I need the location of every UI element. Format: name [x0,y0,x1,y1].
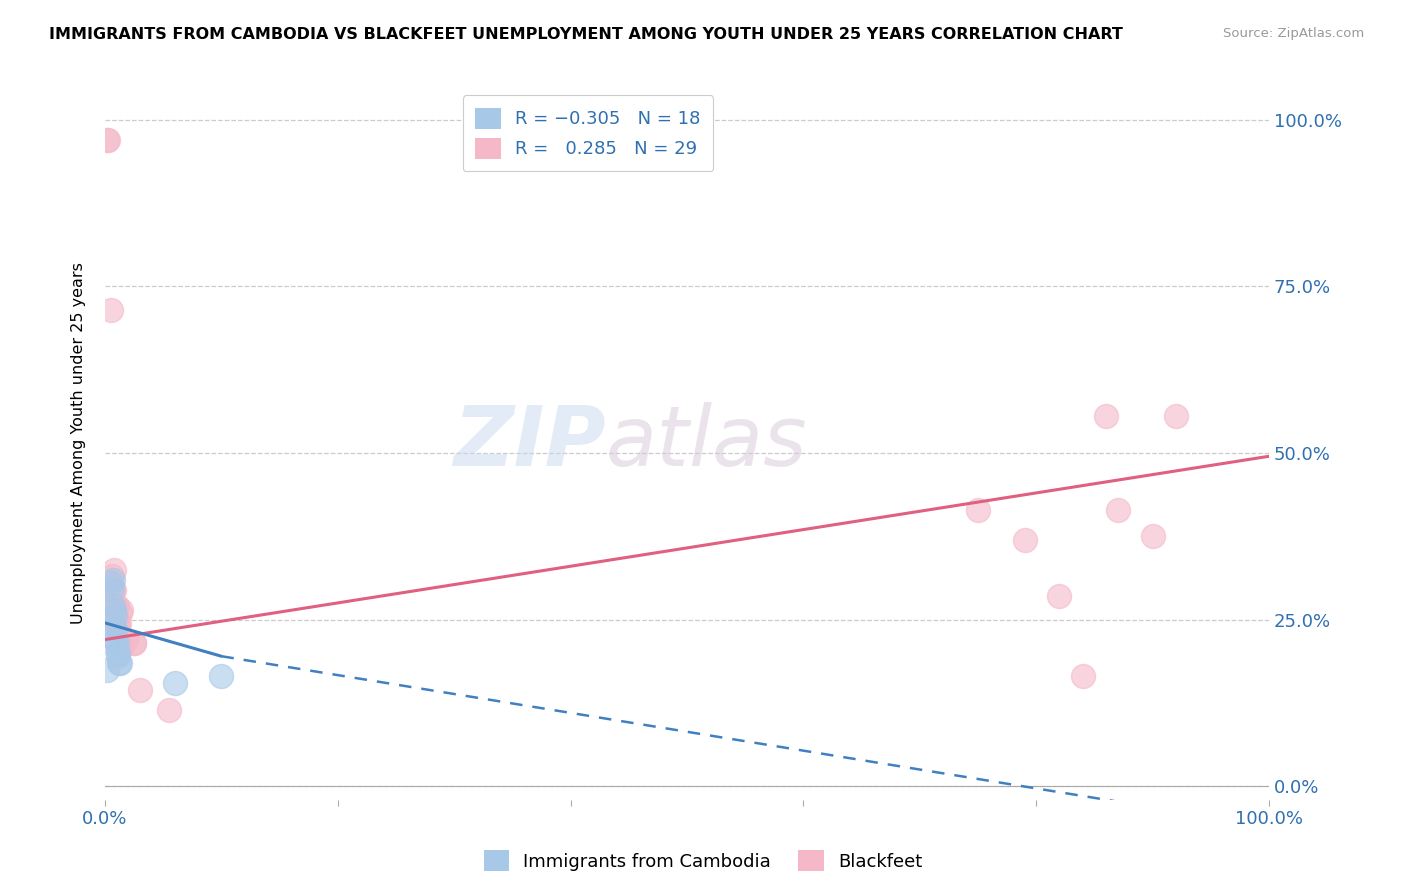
Point [107,649,129,664]
Point [163,676,186,690]
Point [157,702,180,716]
Point [1107,502,1129,516]
Point [1164,409,1187,424]
Point [1047,589,1070,603]
Point [104,639,127,653]
Point [97,133,120,147]
Point [107,646,129,660]
Point [104,623,127,637]
Point [101,569,124,583]
Point [209,669,232,683]
Point [104,609,127,624]
Point [96,133,118,147]
Point [101,573,124,587]
Point [103,602,125,616]
Point [1142,529,1164,543]
Point [100,575,122,590]
Point [967,502,990,516]
Point [108,615,131,630]
Point [1071,669,1094,683]
Text: Source: ZipAtlas.com: Source: ZipAtlas.com [1223,27,1364,40]
Point [122,636,145,650]
Point [108,656,131,670]
Point [1014,533,1036,547]
Point [101,599,124,614]
Point [104,609,127,624]
Legend: Immigrants from Cambodia, Blackfeet: Immigrants from Cambodia, Blackfeet [477,843,929,879]
Text: ZIP: ZIP [453,402,606,483]
Legend: R = −0.305   N = 18, R =   0.285   N = 29: R = −0.305 N = 18, R = 0.285 N = 29 [463,95,713,171]
Text: atlas: atlas [606,402,807,483]
Point [103,619,125,633]
Point [111,639,134,653]
Point [115,632,138,647]
Point [100,302,122,317]
Point [105,599,128,614]
Point [108,606,131,620]
Point [122,636,145,650]
Point [103,582,125,597]
Point [110,602,132,616]
Point [103,563,125,577]
Point [96,663,118,677]
Point [101,582,124,597]
Point [101,582,124,597]
Point [105,636,128,650]
Point [129,682,152,697]
Point [108,656,131,670]
Point [104,632,127,647]
Point [104,599,127,614]
Point [1095,409,1118,424]
Y-axis label: Unemployment Among Youth under 25 years: Unemployment Among Youth under 25 years [72,262,86,624]
Point [105,619,128,633]
Text: IMMIGRANTS FROM CAMBODIA VS BLACKFEET UNEMPLOYMENT AMONG YOUTH UNDER 25 YEARS CO: IMMIGRANTS FROM CAMBODIA VS BLACKFEET UN… [49,27,1123,42]
Point [107,619,129,633]
